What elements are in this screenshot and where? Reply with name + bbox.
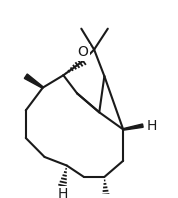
Text: O: O: [78, 45, 88, 59]
Polygon shape: [123, 124, 143, 130]
Text: H: H: [57, 187, 68, 198]
Text: H: H: [146, 119, 157, 133]
Polygon shape: [24, 74, 43, 88]
